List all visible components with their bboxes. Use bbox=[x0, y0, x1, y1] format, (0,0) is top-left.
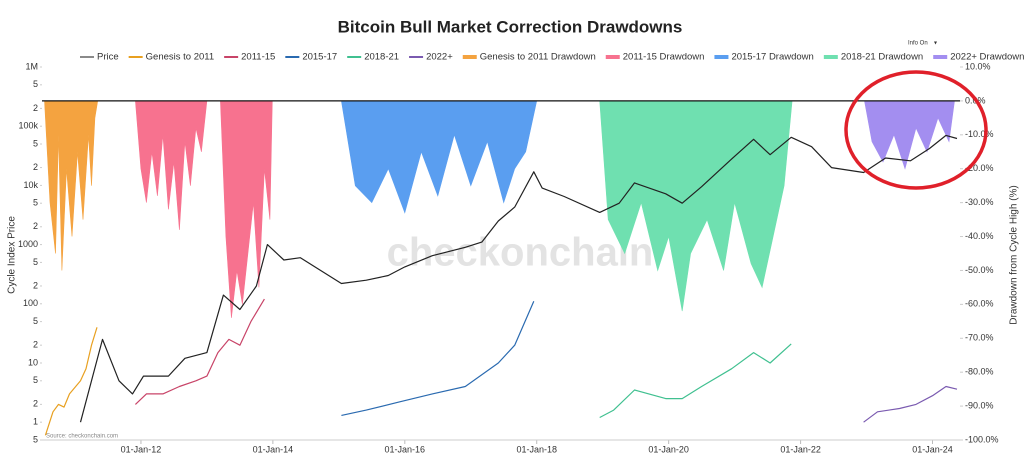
y-tick-label: 5 bbox=[33, 434, 38, 444]
price-line bbox=[341, 301, 535, 416]
highlight-ellipse bbox=[844, 70, 988, 190]
x-tick-label: 01-Jan-18 bbox=[516, 444, 557, 454]
y-tick-label: 100k bbox=[18, 121, 38, 131]
y2-tick-label: -90.0% bbox=[965, 400, 994, 410]
legend-item[interactable]: 2011-15 Drawdown bbox=[605, 52, 705, 63]
legend-item[interactable]: 2018-21 Drawdown bbox=[823, 52, 923, 63]
legend-item[interactable]: Price bbox=[80, 52, 119, 63]
legend-label: 2022+ Drawdown bbox=[950, 52, 1024, 63]
y-tick-label: 100 bbox=[23, 298, 38, 308]
y-tick-label: 5 bbox=[33, 79, 38, 89]
legend-label: 2011-15 bbox=[241, 52, 275, 63]
y2-tick-label: 10.0% bbox=[965, 61, 991, 71]
y-axis-title: Cycle Index Price bbox=[7, 216, 18, 294]
price-line bbox=[863, 385, 958, 423]
y-tick-label: 5 bbox=[33, 198, 38, 208]
legend-item[interactable]: Genesis to 2011 bbox=[128, 52, 214, 63]
y2-tick-label: -30.0% bbox=[965, 197, 994, 207]
legend-label: Price bbox=[97, 52, 119, 63]
price-line bbox=[44, 327, 98, 436]
y-tick-label: 2 bbox=[33, 221, 38, 231]
y2-tick-label: -50.0% bbox=[965, 265, 994, 275]
y-tick-label: 5 bbox=[33, 375, 38, 385]
drawdown-area bbox=[44, 100, 99, 271]
y2-tick-label: -40.0% bbox=[965, 231, 994, 241]
drawdown-area bbox=[341, 100, 538, 214]
y-tick-label: 1M bbox=[25, 61, 38, 71]
y2-tick-label: -100.0% bbox=[965, 434, 999, 444]
x-tick-label: 01-Jan-12 bbox=[121, 444, 162, 454]
y2-axis-title: Drawdown from Cycle High (%) bbox=[1009, 185, 1020, 324]
y-tick-label: 5 bbox=[33, 257, 38, 267]
x-tick-label: 01-Jan-20 bbox=[648, 444, 689, 454]
price-line bbox=[599, 343, 792, 419]
chart-title: Bitcoin Bull Market Correction Drawdowns bbox=[338, 17, 683, 36]
x-tick-label: 01-Jan-22 bbox=[780, 444, 821, 454]
y2-tick-label: -60.0% bbox=[965, 299, 994, 309]
y2-tick-label: -20.0% bbox=[965, 163, 994, 173]
price-line bbox=[134, 298, 265, 405]
legend-label: Genesis to 2011 bbox=[146, 52, 214, 63]
y-tick-label: 2 bbox=[33, 103, 38, 113]
y-tick-label: 2 bbox=[33, 280, 38, 290]
legend-item[interactable]: Genesis to 2011 Drawdown bbox=[462, 52, 596, 63]
y-tick-label: 2 bbox=[33, 162, 38, 172]
price-line bbox=[79, 134, 958, 423]
legend-item[interactable]: 2018-21 bbox=[347, 52, 399, 63]
legend-label: 2015-17 bbox=[302, 52, 337, 63]
watermark: checkonchain bbox=[387, 231, 654, 275]
legend-label: 2011-15 Drawdown bbox=[623, 52, 705, 63]
source-note: Source: checkonchain.com bbox=[46, 434, 118, 440]
y-tick-label: 1000 bbox=[18, 239, 38, 249]
legend-label: 2022+ bbox=[426, 52, 453, 63]
legend-item[interactable]: 2015-17 bbox=[285, 52, 337, 63]
legend-label: 2015-17 Drawdown bbox=[731, 52, 813, 63]
legend-label: Genesis to 2011 Drawdown bbox=[480, 52, 596, 63]
plot-area: 1M52100k5210k521000521005210521510.0%0.0… bbox=[18, 61, 999, 454]
y-tick-label: 2 bbox=[33, 399, 38, 409]
legend-label: 2018-21 bbox=[364, 52, 399, 63]
drawdown-area bbox=[135, 100, 273, 318]
y-tick-label: 10k bbox=[23, 180, 38, 190]
legend-label: 2018-21 Drawdown bbox=[841, 52, 923, 63]
y2-tick-label: -70.0% bbox=[965, 333, 994, 343]
y2-tick-label: -10.0% bbox=[965, 129, 994, 139]
y2-tick-label: -80.0% bbox=[965, 367, 994, 377]
y-tick-label: 2 bbox=[33, 340, 38, 350]
menu-label[interactable]: Info On bbox=[908, 41, 928, 47]
legend-item[interactable]: 2022+ bbox=[409, 52, 453, 63]
drawdown-area bbox=[599, 100, 793, 312]
x-tick-label: 01-Jan-16 bbox=[385, 444, 426, 454]
legend-item[interactable]: 2015-17 Drawdown bbox=[714, 52, 814, 63]
legend-item[interactable]: 2022+ Drawdown bbox=[933, 52, 1024, 63]
y-tick-label: 10 bbox=[28, 357, 38, 367]
y-tick-label: 5 bbox=[33, 138, 38, 148]
x-tick-label: 01-Jan-14 bbox=[253, 444, 294, 454]
x-tick-label: 01-Jan-24 bbox=[912, 444, 953, 454]
y-tick-label: 1 bbox=[33, 417, 38, 427]
drawdown-area bbox=[864, 100, 955, 170]
y-tick-label: 5 bbox=[33, 316, 38, 326]
menu-caret[interactable]: ▾ bbox=[934, 41, 937, 47]
legend-item[interactable]: 2011-15 bbox=[224, 52, 275, 63]
